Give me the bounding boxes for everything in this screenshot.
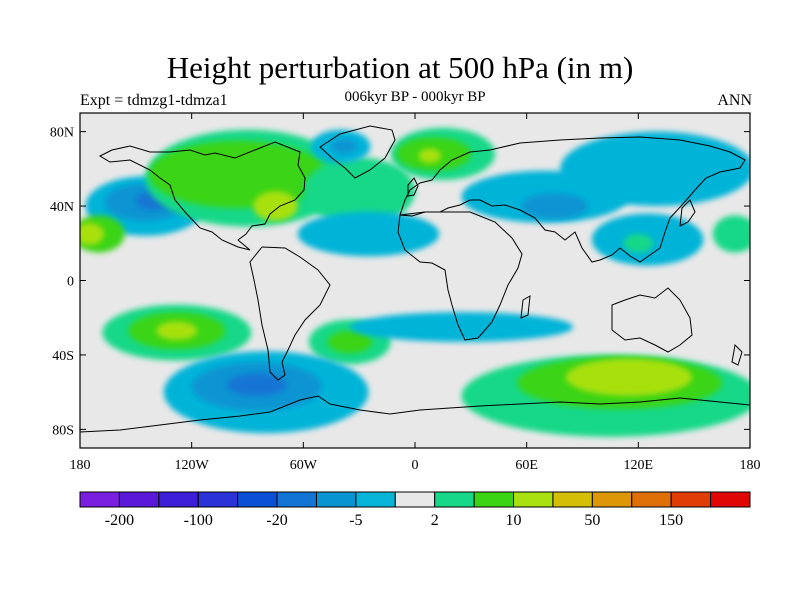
colorbar-box — [237, 491, 278, 508]
height-field — [80, 127, 750, 437]
field-region-16 — [521, 193, 589, 220]
colorbar-box — [552, 491, 593, 508]
lat-tick-label: 80N — [50, 126, 74, 141]
field-region-20 — [712, 215, 750, 253]
coast-south-america — [249, 246, 331, 381]
colorbar-label: 2 — [431, 512, 439, 529]
field-region-11 — [331, 139, 358, 154]
lat-tick-label: 40S — [52, 349, 74, 364]
field-region-19 — [623, 233, 654, 253]
lat-tick-label: 40N — [50, 200, 74, 215]
colorbar-label: -5 — [349, 512, 362, 529]
colorbar-label: 150 — [659, 512, 683, 529]
colorbar-box — [473, 491, 515, 508]
coast-australia — [611, 287, 693, 353]
coast-new-zealand — [731, 343, 743, 366]
field-region-23 — [156, 321, 198, 341]
coast-eurasia — [399, 136, 746, 263]
field-region-4 — [80, 222, 105, 246]
map-title: Height perturbation at 500 hPa (in m) — [166, 50, 634, 85]
field-region-32 — [565, 358, 693, 396]
colorbar-box — [276, 491, 317, 508]
colorbar-box — [434, 491, 475, 508]
coastlines — [80, 125, 750, 433]
field-region-25 — [327, 330, 373, 354]
coast-north-america — [98, 141, 306, 251]
colorbar-box — [197, 491, 239, 508]
lon-tick-label: 0 — [412, 458, 419, 473]
colorbar-label: -20 — [266, 512, 287, 529]
colorbar-box — [118, 491, 160, 508]
coast-madagascar — [520, 295, 531, 319]
coast-japan — [679, 199, 696, 227]
colorbar-box — [710, 491, 751, 508]
colorbar-box — [79, 491, 120, 508]
experiment-label: Expt = tdmzg1-tdmza1 — [80, 92, 228, 109]
colorbar-label: 50 — [584, 512, 600, 529]
map-axes: 180 120W 60W 0 60E 120E 180 80N 40N 0 40S 80S — [50, 113, 761, 473]
coast-uk — [407, 177, 419, 197]
season-label: ANN — [717, 92, 752, 109]
coast-antarctica — [80, 395, 750, 433]
lon-tick-label: 120W — [175, 458, 210, 473]
field-region-6 — [148, 140, 328, 208]
colorbar-box — [670, 491, 712, 508]
lat-tick-label: 0 — [67, 275, 74, 290]
coast-africa — [397, 211, 523, 341]
colorbar-label: -100 — [184, 512, 213, 529]
lon-tick-label: 60W — [290, 458, 318, 473]
colorbar-box — [315, 491, 357, 508]
field-region-8 — [303, 157, 415, 225]
field-region-7 — [253, 191, 298, 221]
colorbar-box — [631, 491, 672, 508]
lat-tick-label: 80S — [52, 423, 74, 438]
lon-tick-label: 180 — [70, 458, 91, 473]
colorbar-box — [513, 491, 554, 508]
map-subtitle: 006kyr BP - 000kyr BP — [344, 89, 486, 105]
lon-tick-label: 120E — [624, 458, 654, 473]
lon-tick-label: 60E — [515, 458, 538, 473]
field-region-29 — [227, 373, 287, 396]
colorbar-label: -200 — [105, 512, 134, 529]
colorbar-box — [355, 491, 396, 508]
colorbar: -200 -100 -20 -5 2 10 50 150 — [79, 491, 751, 529]
colorbar-label: 10 — [506, 512, 522, 529]
field-region-9 — [297, 211, 440, 257]
colorbar-box — [394, 491, 436, 508]
colorbar-box — [158, 491, 199, 508]
colorbar-box — [591, 491, 633, 508]
coast-greenland — [319, 125, 396, 179]
field-region-26 — [349, 312, 574, 342]
field-region-14 — [418, 148, 442, 164]
field-region-17 — [560, 131, 750, 207]
lon-tick-label: 180 — [740, 458, 761, 473]
